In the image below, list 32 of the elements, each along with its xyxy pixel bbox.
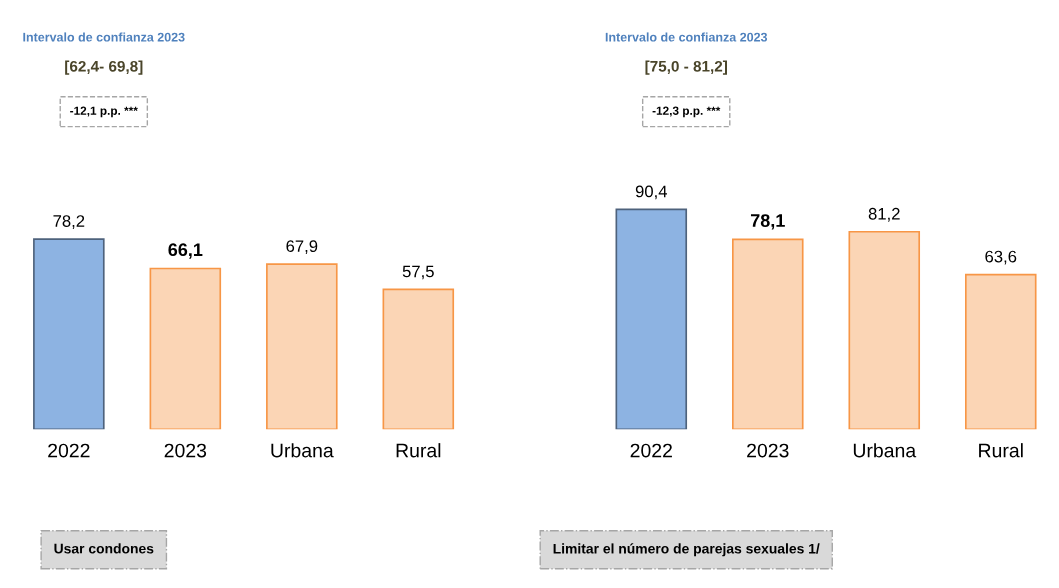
bar <box>964 273 1037 430</box>
bar <box>266 263 338 430</box>
bar <box>615 208 688 430</box>
x-tick-label: 2022 <box>48 443 90 458</box>
text: -12,1 p.p. *** <box>70 106 138 118</box>
text: Intervalo de confianza 2023 <box>605 32 768 42</box>
bar <box>149 267 222 430</box>
x-tick-label: 2023 <box>164 443 207 458</box>
text: -12,3 p.p. *** <box>652 106 721 118</box>
bar <box>33 238 105 430</box>
text: Limitar el número de parejas sexuales 1/ <box>553 543 820 557</box>
data-label: 90,4 <box>635 185 668 200</box>
data-label: 78,1 <box>750 214 785 230</box>
text: [75,0 - 81,2] <box>645 60 727 75</box>
bar <box>382 288 455 430</box>
text: Usar condones <box>54 543 154 554</box>
data-label: 81,2 <box>868 207 900 222</box>
bar <box>731 238 804 430</box>
data-label: 78,2 <box>53 215 85 229</box>
x-tick-label: Urbana <box>271 443 334 458</box>
data-label: 57,5 <box>402 265 434 280</box>
x-tick-label: Rural <box>979 443 1023 458</box>
text: Intervalo de confianza 2023 <box>23 32 185 42</box>
text: [62,4- 69,8] <box>65 60 143 75</box>
x-tick-label: Urbana <box>853 443 917 458</box>
x-tick-label: 2022 <box>630 443 672 458</box>
data-label: 66,1 <box>168 243 203 259</box>
x-tick-label: 2023 <box>747 443 789 458</box>
data-label: 67,9 <box>286 240 318 254</box>
data-label: 63,6 <box>985 250 1017 265</box>
bar <box>848 230 921 430</box>
x-tick-label: Rural <box>396 443 441 458</box>
